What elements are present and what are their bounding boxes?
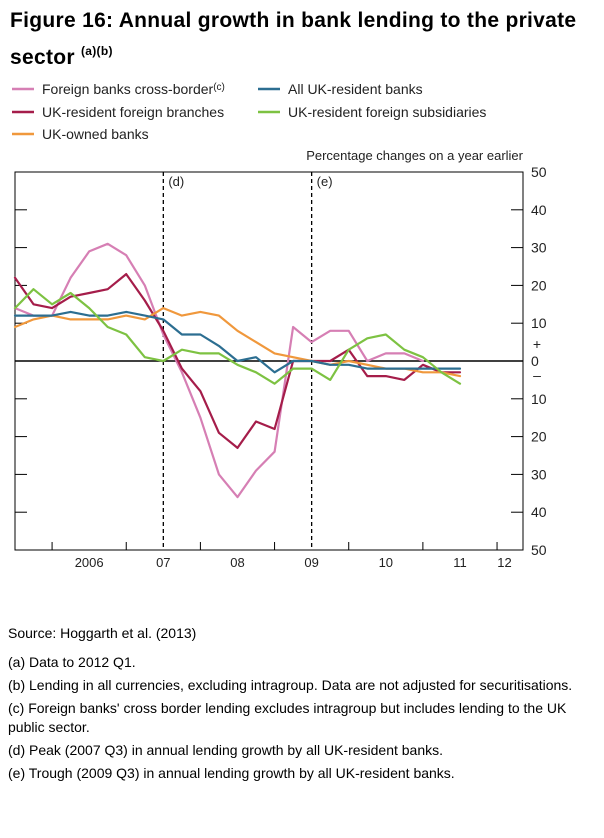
footnote-a: (a) Data to 2012 Q1. <box>8 654 136 670</box>
figure-title-text: Figure 16: Annual growth in bank lending… <box>10 9 577 69</box>
legend-label: Foreign banks cross-border(c) <box>42 81 225 97</box>
y-tick-label: 10 <box>531 315 547 331</box>
legend-label-superscript: (c) <box>213 82 225 93</box>
plus-sign: + <box>533 336 541 352</box>
x-tick-label: 08 <box>230 555 244 570</box>
source-note: Source: Hoggarth et al. (2013) <box>8 625 197 641</box>
legend-label: UK-owned banks <box>42 126 149 142</box>
figure-title-superscript: (a)(b) <box>80 44 113 58</box>
footnote-b: (b) Lending in all currencies, excluding… <box>8 677 573 693</box>
legend-label-text: Foreign banks cross-border <box>42 81 214 97</box>
x-tick-label: 12 <box>497 555 511 570</box>
x-tick-labels: 2006 07 08 09 10 11 12 <box>75 555 512 570</box>
minus-sign: – <box>533 367 541 383</box>
y-tick-label: 40 <box>531 202 547 218</box>
footnote-c: (c) Foreign banks' cross border lending … <box>8 700 567 735</box>
x-tick-label: 09 <box>304 555 318 570</box>
legend-label-text: All UK-resident banks <box>288 81 423 97</box>
right-axis-label: Percentage changes on a year earlier <box>306 148 523 163</box>
footnote-d: (d) Peak (2007 Q3) in annual lending gro… <box>8 742 444 758</box>
y-tick-label: 20 <box>531 429 547 445</box>
x-tick-label: 10 <box>379 555 393 570</box>
axis-ticks <box>15 171 523 551</box>
y-tick-labels: 50 40 30 20 10 0 10 20 30 40 50 <box>531 164 547 558</box>
series-line-4 <box>13 288 462 385</box>
y-tick-label: 20 <box>531 277 547 293</box>
series-line-3 <box>13 310 462 374</box>
legend-label: UK-resident foreign subsidiaries <box>288 104 486 120</box>
series-line-0 <box>13 242 424 499</box>
figure-title: Figure 16: Annual growth in bank lending… <box>10 6 600 73</box>
series-lines <box>13 242 462 499</box>
series-line-1 <box>13 273 462 449</box>
legend-label-text: UK-resident foreign subsidiaries <box>288 104 486 120</box>
notes: Source: Hoggarth et al. (2013) (a) Data … <box>8 624 598 787</box>
y-tick-label: 50 <box>531 542 547 558</box>
x-tick-label: 11 <box>453 555 467 570</box>
y-tick-label: 50 <box>531 164 547 180</box>
chart-legend: Foreign banks cross-border(c) All UK-resi… <box>12 81 486 142</box>
y-tick-label: 30 <box>531 240 547 256</box>
annotation-label: (e) <box>317 174 333 189</box>
y-tick-label: 0 <box>531 353 539 369</box>
y-tick-label: 10 <box>531 391 547 407</box>
legend-label: UK-resident foreign branches <box>42 104 224 120</box>
y-tick-label: 30 <box>531 466 547 482</box>
legend-label-text: UK-owned banks <box>42 126 149 142</box>
line-chart: Foreign banks cross-border(c) All UK-resi… <box>12 81 547 570</box>
y-tick-label: 40 <box>531 504 547 520</box>
legend-label-text: UK-resident foreign branches <box>42 104 224 120</box>
x-tick-label: 2006 <box>75 555 104 570</box>
legend-label: All UK-resident banks <box>288 81 423 97</box>
footnote-e: (e) Trough (2009 Q3) in annual lending g… <box>8 765 455 781</box>
x-tick-label: 07 <box>156 555 170 570</box>
annotation-label: (d) <box>168 174 184 189</box>
